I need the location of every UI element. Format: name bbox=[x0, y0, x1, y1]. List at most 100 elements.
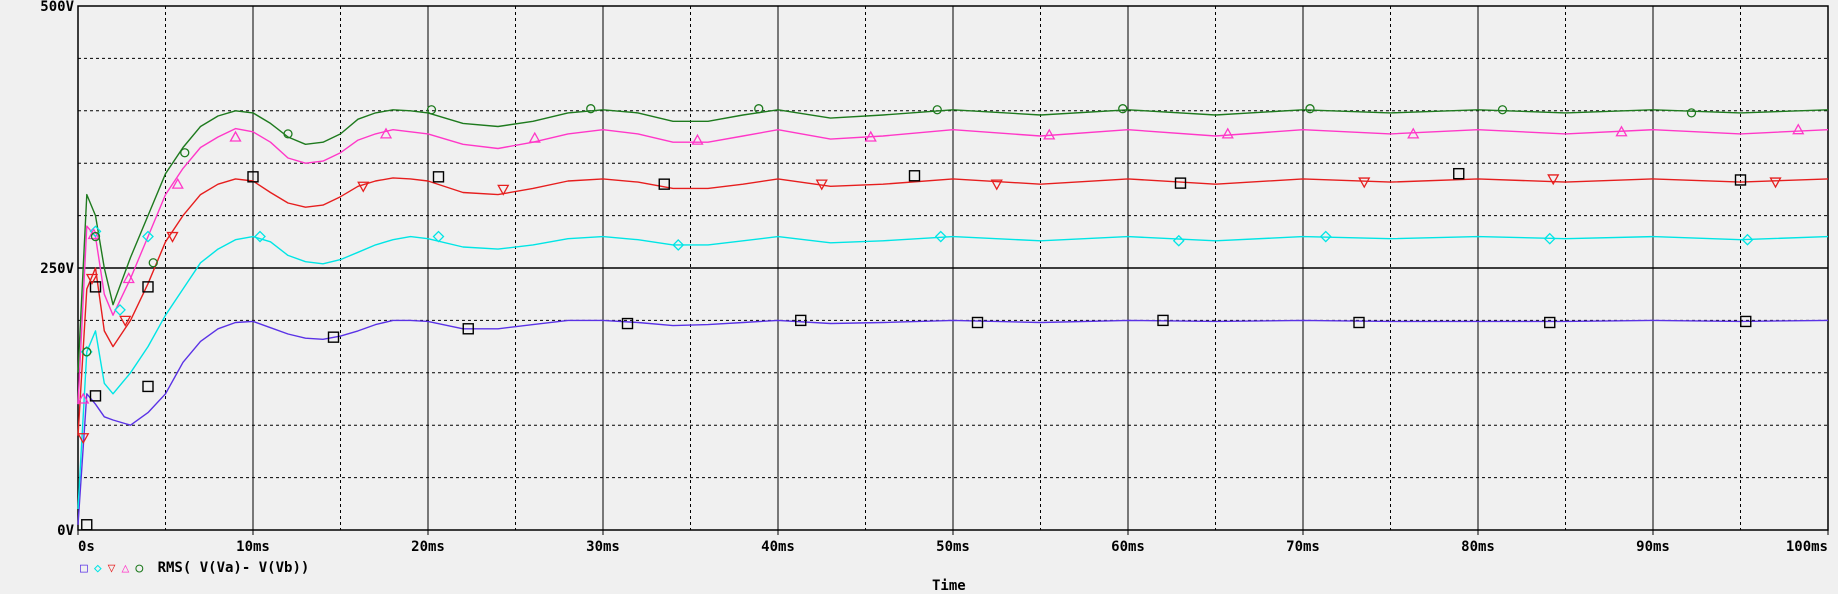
data-point-triangle-down bbox=[1358, 177, 1371, 189]
data-point-square bbox=[1157, 314, 1169, 327]
plot-grid bbox=[77, 5, 1829, 531]
data-point-circle bbox=[754, 104, 764, 114]
data-point-diamond bbox=[1741, 233, 1754, 246]
x-tick-label: 30ms bbox=[586, 539, 620, 555]
data-point-circle bbox=[1118, 104, 1128, 114]
data-point-diamond bbox=[672, 239, 685, 251]
data-point-circle bbox=[1497, 105, 1508, 115]
data-point-triangle-up bbox=[122, 272, 135, 284]
data-point-square bbox=[795, 314, 807, 327]
legend-triangle-down-icon: ▽ bbox=[107, 561, 116, 576]
series-line-circle bbox=[77, 109, 1829, 373]
data-point-triangle-down bbox=[166, 231, 179, 243]
data-point-triangle-up bbox=[1792, 123, 1805, 135]
y-tick-label: 500V bbox=[40, 0, 74, 15]
y-tick-label: 250V bbox=[40, 261, 74, 277]
data-point-square bbox=[1174, 177, 1187, 189]
data-point-circle bbox=[180, 148, 190, 158]
series-markers bbox=[77, 104, 1805, 531]
data-point-circle bbox=[148, 258, 158, 268]
data-point-square bbox=[658, 178, 670, 190]
y-tick-label: 0V bbox=[57, 523, 74, 539]
series-line-square bbox=[77, 319, 1829, 525]
data-point-triangle-up bbox=[1043, 128, 1056, 140]
data-point-triangle-down bbox=[85, 273, 99, 285]
x-tick-label: 40ms bbox=[761, 539, 795, 555]
x-tick-label: 90ms bbox=[1636, 539, 1670, 555]
data-point-square bbox=[89, 281, 102, 293]
data-point-diamond bbox=[1319, 230, 1332, 243]
data-point-triangle-down bbox=[1547, 174, 1560, 186]
data-point-circle bbox=[283, 129, 293, 139]
series-line-diamond bbox=[77, 235, 1829, 510]
legend-diamond-icon: ◇ bbox=[93, 561, 102, 576]
data-point-triangle-up bbox=[77, 392, 90, 404]
data-point-diamond bbox=[114, 304, 126, 316]
x-tick-label: 20ms bbox=[411, 539, 445, 555]
data-point-triangle-up bbox=[1407, 127, 1420, 139]
data-point-square bbox=[327, 331, 340, 343]
data-point-triangle-up bbox=[528, 131, 541, 143]
data-point-diamond bbox=[89, 225, 102, 238]
series-line-triangle-up bbox=[77, 127, 1829, 405]
x-tick-label: 0s bbox=[78, 539, 95, 555]
data-point-circle bbox=[90, 231, 101, 242]
data-point-triangle-down bbox=[357, 181, 370, 193]
x-tick-label: 70ms bbox=[1286, 539, 1320, 555]
data-point-triangle-down bbox=[497, 184, 510, 196]
data-point-square bbox=[142, 281, 154, 293]
data-point-triangle-up bbox=[229, 130, 242, 142]
data-point-triangle-down bbox=[1769, 177, 1782, 189]
data-point-square bbox=[971, 316, 984, 329]
data-point-circle bbox=[426, 105, 437, 115]
legend-triangle-up-icon: △ bbox=[121, 561, 130, 576]
data-point-diamond bbox=[142, 230, 154, 243]
legend-markers: □ ◇ ▽ △ ○ bbox=[80, 560, 149, 576]
x-tick-label: 60ms bbox=[1111, 539, 1145, 555]
data-point-square bbox=[432, 171, 445, 183]
legend: □ ◇ ▽ △ ○ RMS( V(Va)- V(Vb)) bbox=[80, 560, 309, 576]
x-tick-label: 80ms bbox=[1461, 539, 1495, 555]
data-point-triangle-up bbox=[171, 177, 184, 189]
data-point-triangle-down bbox=[119, 315, 132, 327]
data-point-diamond bbox=[1543, 232, 1556, 245]
data-point-square bbox=[1544, 316, 1556, 329]
data-point-triangle-up bbox=[87, 228, 100, 240]
x-tick-label: 10ms bbox=[236, 539, 270, 555]
data-point-triangle-down bbox=[990, 179, 1003, 191]
data-point-circle bbox=[1686, 108, 1697, 118]
data-point-square bbox=[81, 519, 93, 531]
data-point-triangle-down bbox=[815, 179, 828, 191]
data-point-square bbox=[89, 390, 102, 402]
data-point-square bbox=[621, 317, 634, 330]
data-point-triangle-up bbox=[1221, 127, 1234, 139]
data-point-circle bbox=[82, 347, 92, 357]
data-point-diamond bbox=[934, 230, 947, 243]
x-tick-label: 50ms bbox=[936, 539, 970, 555]
legend-label: RMS( V(Va)- V(Vb)) bbox=[157, 560, 310, 576]
data-point-square bbox=[462, 323, 474, 335]
data-point-triangle-up bbox=[379, 127, 393, 139]
series-line-triangle-down bbox=[77, 177, 1829, 436]
legend-circle-icon: ○ bbox=[135, 561, 144, 576]
data-point-square bbox=[142, 380, 154, 393]
data-point-circle bbox=[932, 105, 942, 115]
data-point-square bbox=[1353, 316, 1365, 329]
data-point-circle bbox=[1305, 104, 1315, 114]
data-point-square bbox=[1453, 167, 1465, 180]
data-point-circle bbox=[586, 104, 596, 114]
data-point-diamond bbox=[1172, 234, 1185, 247]
data-point-triangle-up bbox=[864, 130, 877, 142]
data-point-square bbox=[1740, 315, 1752, 328]
data-point-triangle-up bbox=[691, 133, 704, 145]
series-lines bbox=[77, 109, 1829, 525]
data-point-diamond bbox=[254, 230, 266, 243]
data-point-triangle-up bbox=[1615, 125, 1628, 137]
data-point-diamond bbox=[432, 230, 445, 243]
data-point-triangle-down bbox=[77, 433, 90, 445]
data-point-square bbox=[247, 171, 259, 183]
data-point-square bbox=[908, 170, 921, 182]
x-axis-title: Time bbox=[932, 578, 966, 594]
x-tick-label: 100ms bbox=[1786, 539, 1828, 555]
